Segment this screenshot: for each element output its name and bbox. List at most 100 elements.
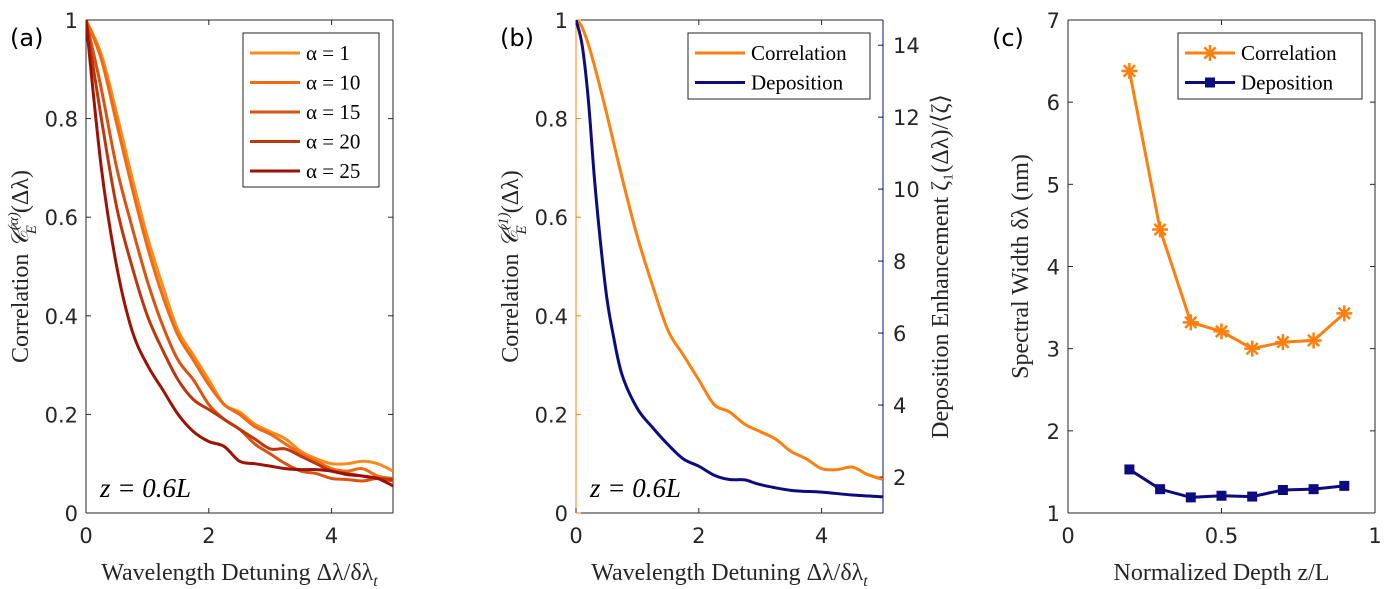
y-tick-label: 6 <box>1047 91 1060 115</box>
x-tick-label: 2 <box>692 524 705 548</box>
legend-marker <box>1205 77 1215 88</box>
data-point <box>1274 334 1291 351</box>
y2-tick-label: 6 <box>893 322 906 346</box>
legend-label: Deposition <box>751 71 844 95</box>
annotation: z = 0.6L <box>589 473 681 503</box>
data-point <box>1339 480 1350 491</box>
y2-tick-label: 10 <box>893 178 920 202</box>
legend-label: Correlation <box>751 41 847 65</box>
legend-box <box>687 32 871 100</box>
data-point <box>1124 464 1135 475</box>
y-tick-label: 4 <box>1047 256 1060 280</box>
data-point <box>1308 484 1319 495</box>
x-axis-label-sub: t <box>863 573 868 589</box>
panel-c: 0 0.5 1 1 2 3 4 5 6 7 Normalized Depth z/L Spectral… <box>992 9 1382 586</box>
panel-label: (b) <box>500 24 534 52</box>
x-axis-label: Wavelength Detuning Δλ/δλt <box>591 560 868 589</box>
x-axis-label-text: Wavelength Detuning Δλ/δλ <box>101 560 373 586</box>
panel-a: 0 2 4 0 0.2 0.4 0.6 0.8 1 Wavelength Detuning Δλ/… <box>6 9 394 589</box>
x-axis-label: Normalized Depth z/L <box>1114 560 1330 586</box>
data-point <box>1213 323 1230 340</box>
y-tick-label: 0.8 <box>45 108 78 132</box>
data-point <box>1216 490 1227 501</box>
legend-label: α = 1 <box>306 41 350 65</box>
legend-box <box>242 32 380 188</box>
y-tick-label: 0.4 <box>45 305 78 329</box>
y-tick-label: 1 <box>65 9 78 33</box>
series-line <box>1127 70 1346 351</box>
legend-label: α = 10 <box>306 71 360 95</box>
legend-label: α = 25 <box>306 159 360 183</box>
y-axis-label-text: Correlation <box>498 247 524 362</box>
y-axis-label-sup: (α) <box>6 212 22 230</box>
y-tick-label: 0 <box>555 502 568 526</box>
y2-tick-label: 8 <box>893 250 906 274</box>
legend-marker <box>1202 45 1218 61</box>
y-axis-label-sup: (1) <box>496 212 512 230</box>
y-tick-label: 0.2 <box>45 403 78 427</box>
y-tick-label: 0.2 <box>535 403 568 427</box>
y-axis-label-sub: E <box>514 225 530 235</box>
data-point <box>1247 491 1258 502</box>
y2-tick-label: 12 <box>893 106 920 130</box>
legend-label: α = 20 <box>306 130 360 154</box>
data-point <box>1305 332 1322 349</box>
data-point <box>1121 62 1138 79</box>
y-tick-label: 5 <box>1047 173 1060 197</box>
data-point <box>1336 305 1353 322</box>
y-axis-label: Correlation 𝒞(1) E(Δλ) <box>496 170 530 363</box>
y-tick-label: 0.6 <box>535 206 568 230</box>
legend-label: Deposition <box>1241 71 1334 95</box>
data-point <box>1244 340 1261 357</box>
x-tick-label: 4 <box>815 524 828 548</box>
y-tick-label: 7 <box>1047 9 1060 33</box>
y-axis-label: Correlation 𝒞(α) E(Δλ) <box>6 170 40 363</box>
x-axis-label-sub: t <box>373 573 378 589</box>
series-line <box>1128 468 1345 499</box>
y-axis-label-sub: E <box>24 225 40 235</box>
data-point <box>1182 314 1199 331</box>
annotation: z = 0.6L <box>99 473 191 503</box>
x-tick-label: 0 <box>79 524 92 548</box>
y2-axis-label: Deposition Enhancement ζ₁(Δλ)/⟨ζ⟩ <box>928 94 954 439</box>
y-tick-label: 0.4 <box>535 305 568 329</box>
panel-label: (c) <box>992 24 1024 52</box>
panel-label: (a) <box>10 24 43 52</box>
legend-box <box>1177 32 1363 100</box>
x-tick-label: 2 <box>202 524 215 548</box>
x-tick-label: 1 <box>1368 524 1381 548</box>
y-tick-label: 2 <box>1047 420 1060 444</box>
series-line <box>86 20 393 480</box>
y-axis-label-arg: (Δλ) <box>498 170 524 213</box>
series-line <box>86 20 393 488</box>
legend-label: α = 15 <box>306 100 360 124</box>
y-tick-label: 1 <box>1047 502 1060 526</box>
y-tick-label: 0 <box>65 502 78 526</box>
y2-tick-label: 14 <box>893 34 920 58</box>
y-axis-label-text: Spectral Width δλ (nm) <box>1008 154 1034 379</box>
series-line <box>576 20 883 481</box>
data-point <box>1155 484 1166 495</box>
x-axis-label: Wavelength Detuning Δλ/δλt <box>101 560 378 589</box>
y2-tick-label: 4 <box>893 394 906 418</box>
y-axis-label-text: Correlation <box>8 248 34 363</box>
y2-tick-label: 2 <box>893 466 906 490</box>
x-tick-label: 0 <box>1061 524 1074 548</box>
y-axis-label: Spectral Width δλ (nm) <box>1008 154 1034 379</box>
y-tick-label: 0.8 <box>535 108 568 132</box>
x-axis-label-text: Wavelength Detuning Δλ/δλ <box>591 560 863 586</box>
x-tick-label: 0.5 <box>1205 524 1238 548</box>
y-tick-label: 1 <box>555 9 568 33</box>
legend-label: Correlation <box>1241 41 1337 65</box>
x-axis-label-text: Normalized Depth z/L <box>1114 560 1330 586</box>
x-tick-label: 4 <box>325 524 338 548</box>
y-tick-label: 3 <box>1047 338 1060 362</box>
y-tick-label: 0.6 <box>45 206 78 230</box>
data-point <box>1185 492 1196 503</box>
y-axis-label-arg: (Δλ) <box>8 170 34 213</box>
series-line <box>86 20 393 473</box>
x-tick-label: 0 <box>569 524 582 548</box>
data-point <box>1152 221 1169 238</box>
